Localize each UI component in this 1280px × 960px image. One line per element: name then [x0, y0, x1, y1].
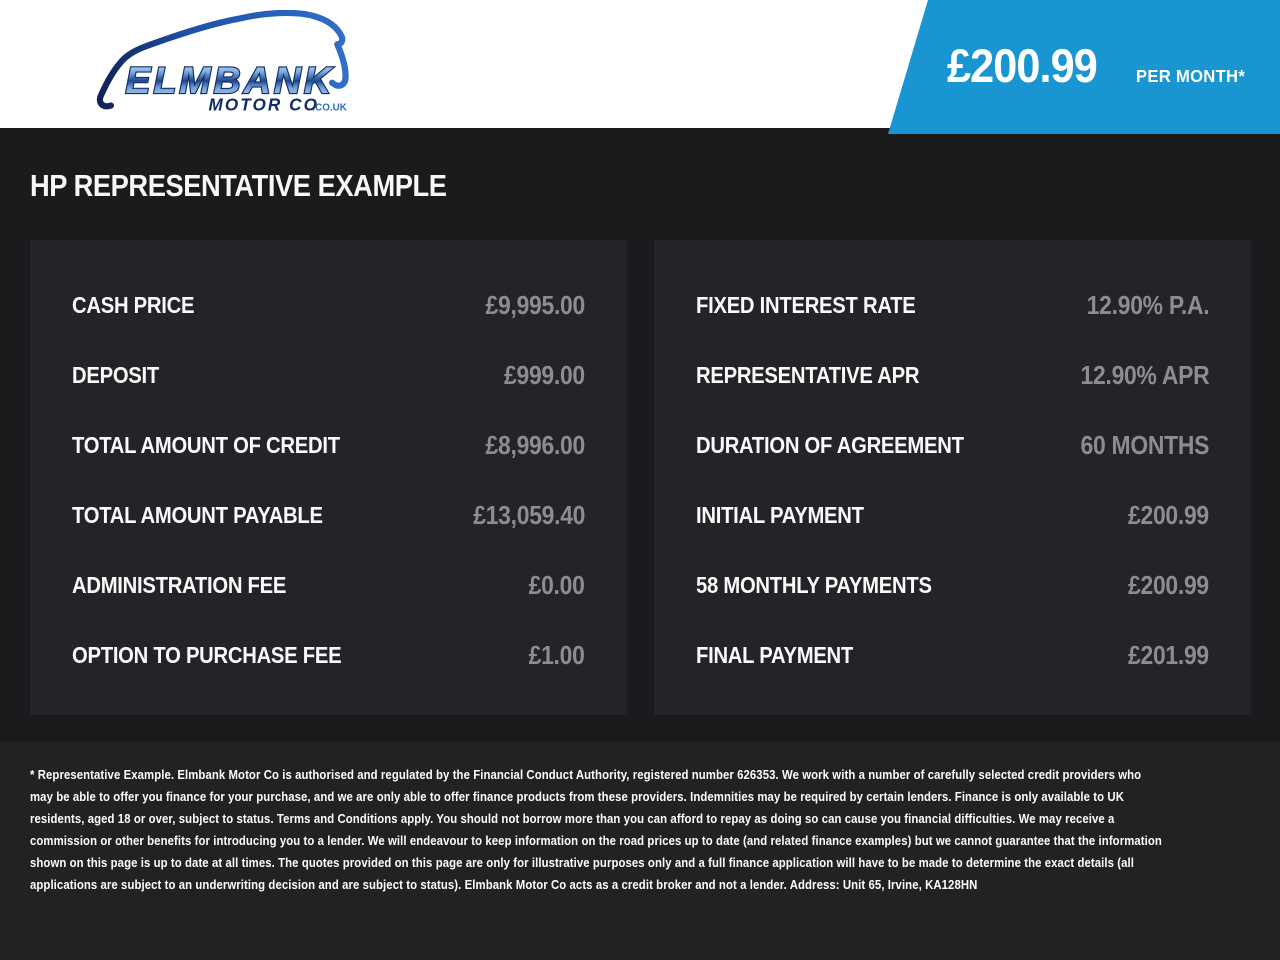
finance-row-value: £201.99 — [1128, 639, 1209, 670]
finance-row: TOTAL AMOUNT PAYABLE £13,059.40 — [72, 480, 585, 550]
finance-row-label: TOTAL AMOUNT PAYABLE — [72, 501, 323, 528]
finance-row: OPTION TO PURCHASE FEE £1.00 — [72, 620, 585, 690]
finance-panel-right: FIXED INTEREST RATE 12.90% P.A. REPRESEN… — [654, 240, 1251, 715]
finance-panel-left: CASH PRICE £9,995.00 DEPOSIT £999.00 TOT… — [30, 240, 627, 715]
finance-row-value: £13,059.40 — [473, 499, 585, 530]
finance-row: 58 MONTHLY PAYMENTS £200.99 — [696, 550, 1209, 620]
finance-row: TOTAL AMOUNT OF CREDIT £8,996.00 — [72, 410, 585, 480]
page-title: HP REPRESENTATIVE EXAMPLE — [30, 168, 447, 203]
monthly-price: £200.99 — [947, 39, 1098, 92]
elmbank-logo-graphic: ELMBANK MOTOR CO .CO.UK — [96, 9, 349, 115]
elmbank-logo: ELMBANK MOTOR CO .CO.UK — [92, 9, 352, 118]
finance-row-value: 12.90% P.A. — [1086, 289, 1209, 320]
header: ELMBANK MOTOR CO .CO.UK £200.99 PER MONT… — [0, 0, 1280, 134]
finance-row-value: £200.99 — [1128, 499, 1209, 530]
finance-row: FINAL PAYMENT £201.99 — [696, 620, 1209, 690]
logo-wordmark: ELMBANK — [125, 59, 334, 101]
finance-row-value: £8,996.00 — [485, 429, 586, 460]
finance-row-label: FINAL PAYMENT — [696, 641, 854, 668]
monthly-price-period: PER MONTH* — [1136, 66, 1246, 86]
finance-row-label: ADMINISTRATION FEE — [72, 571, 287, 598]
finance-row-value: £0.00 — [529, 569, 585, 600]
finance-row-value: 12.90% APR — [1080, 359, 1209, 390]
finance-row-label: DURATION OF AGREEMENT — [696, 431, 964, 458]
finance-row-value: 60 MONTHS — [1080, 429, 1209, 460]
car-outline-icon — [96, 9, 349, 110]
finance-row: DURATION OF AGREEMENT 60 MONTHS — [696, 410, 1209, 480]
finance-row-label: INITIAL PAYMENT — [696, 501, 864, 528]
finance-row-label: CASH PRICE — [72, 291, 195, 318]
disclaimer-text: * Representative Example. Elmbank Motor … — [30, 767, 1162, 892]
disclaimer: * Representative Example. Elmbank Motor … — [0, 742, 1280, 960]
finance-row: INITIAL PAYMENT £200.99 — [696, 480, 1209, 550]
finance-row: CASH PRICE £9,995.00 — [72, 270, 585, 340]
finance-row: ADMINISTRATION FEE £0.00 — [72, 550, 585, 620]
finance-row-label: DEPOSIT — [72, 361, 160, 388]
finance-row-value: £1.00 — [529, 639, 585, 670]
finance-row-label: REPRESENTATIVE APR — [696, 361, 920, 388]
finance-row: FIXED INTEREST RATE 12.90% P.A. — [696, 270, 1209, 340]
finance-row: DEPOSIT £999.00 — [72, 340, 585, 410]
finance-row-label: OPTION TO PURCHASE FEE — [72, 641, 342, 668]
finance-row-label: TOTAL AMOUNT OF CREDIT — [72, 431, 340, 458]
finance-row-value: £999.00 — [504, 359, 585, 390]
finance-panels: CASH PRICE £9,995.00 DEPOSIT £999.00 TOT… — [30, 240, 1251, 715]
finance-row-value: £9,995.00 — [485, 289, 586, 320]
finance-row: REPRESENTATIVE APR 12.90% APR — [696, 340, 1209, 410]
finance-row-label: 58 MONTHLY PAYMENTS — [696, 571, 932, 598]
finance-row-value: £200.99 — [1128, 569, 1209, 600]
price-banner: £200.99 PER MONTH* — [888, 0, 1280, 134]
logo-subtitle: MOTOR CO — [209, 95, 320, 115]
logo-domain: .CO.UK — [312, 103, 347, 114]
finance-row-label: FIXED INTEREST RATE — [696, 291, 916, 318]
